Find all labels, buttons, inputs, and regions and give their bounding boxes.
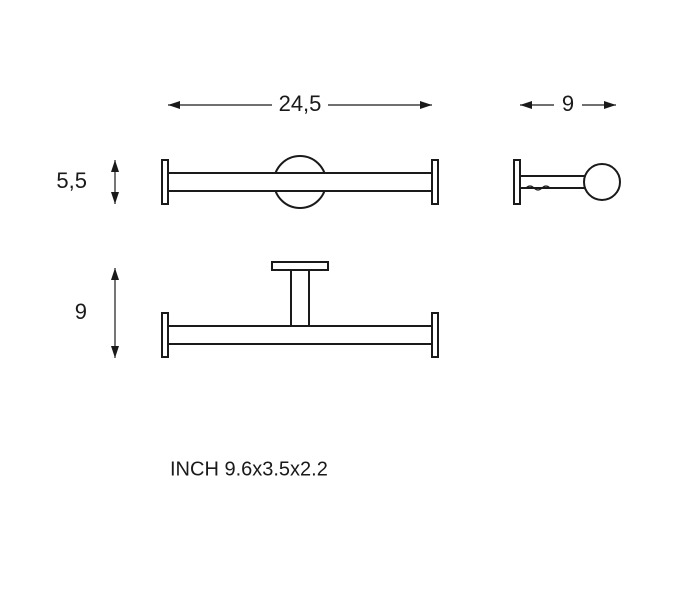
dim-height2-label: 9	[75, 299, 87, 324]
dim-height1-label: 5,5	[56, 168, 87, 193]
side-view	[514, 160, 620, 204]
inch-dimensions-label: INCH 9.6x3.5x2.2	[170, 458, 328, 480]
front-view	[162, 156, 438, 208]
dim-depth-label: 9	[562, 91, 574, 116]
top-view	[162, 262, 438, 357]
dim-width-label: 24,5	[279, 91, 322, 116]
